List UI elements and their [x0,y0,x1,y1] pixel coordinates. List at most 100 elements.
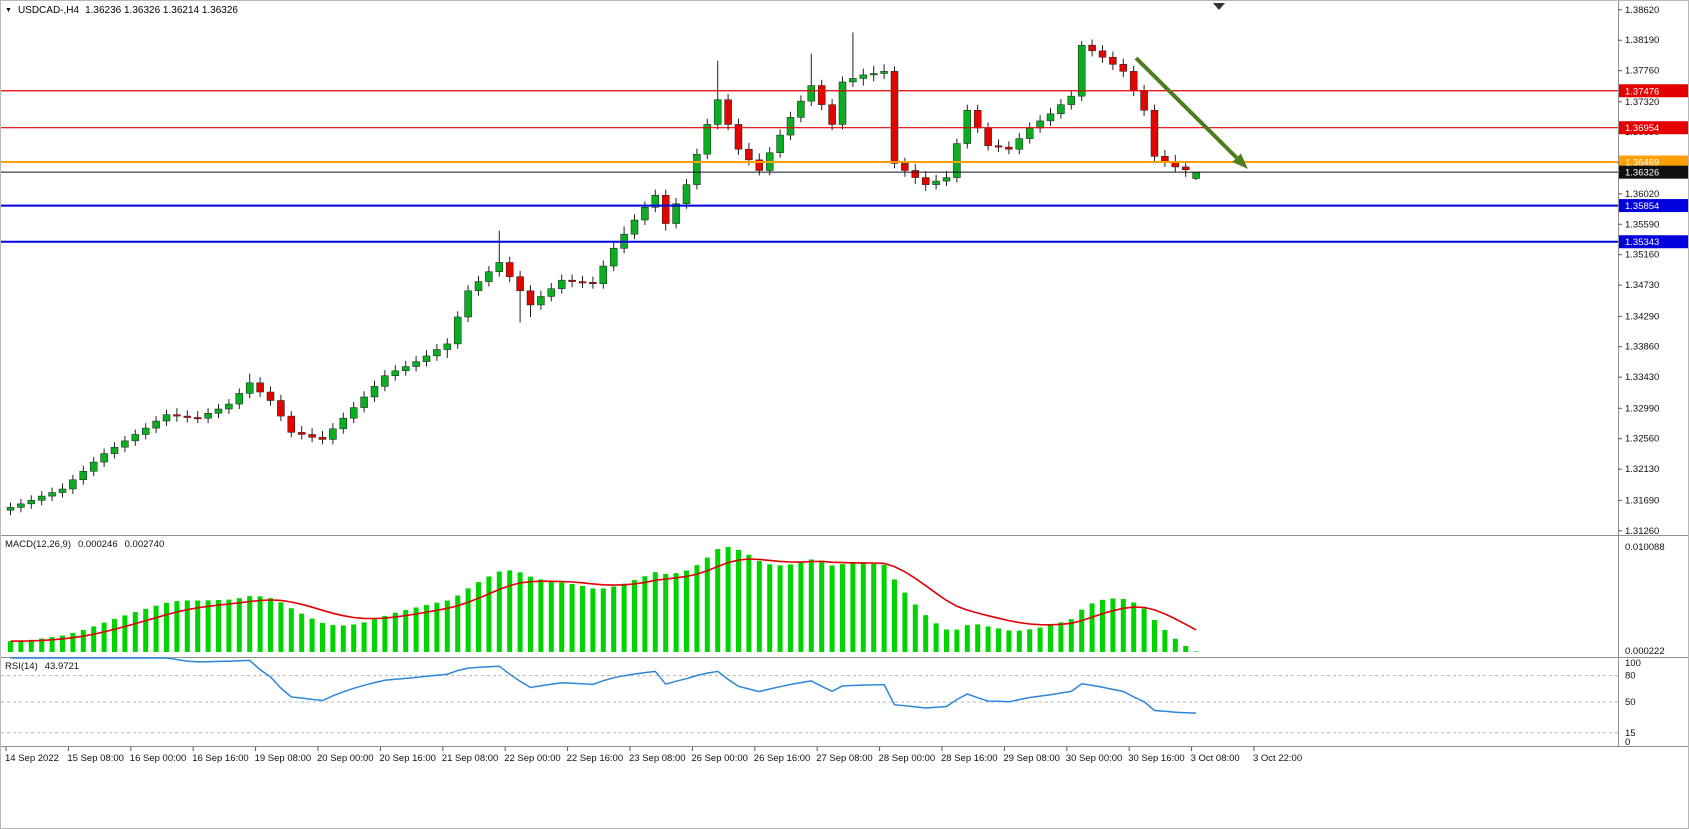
macd-histogram-bar [486,576,492,652]
candle [443,338,452,359]
macd-histogram-bar [80,629,86,652]
candle [963,104,972,149]
candle [79,465,88,485]
macd-histogram-bar [985,626,991,652]
candle [58,483,67,498]
macd-histogram-bar [444,600,450,652]
candle [942,171,951,187]
macd-histogram-bar [1068,619,1074,652]
price-badge[interactable] [1619,199,1689,213]
macd-histogram-bar [164,602,169,652]
macd-histogram-bar [996,628,1001,652]
macd-histogram-bar [455,595,461,652]
price-tick-label: 1.38190 [1625,35,1659,46]
macd-histogram-bar [195,600,201,652]
macd-histogram-bar [871,563,877,652]
macd-histogram-bar [1058,622,1064,652]
macd-histogram-bar [476,582,481,652]
time-label: 28 Sep 00:00 [879,753,936,764]
candle [1119,58,1128,78]
macd-histogram-bar [1089,603,1095,652]
macd-histogram-bar [1120,598,1126,652]
candle [953,138,961,183]
macd-histogram-bar [309,618,315,652]
candle [141,423,150,440]
candle [849,32,857,87]
candle [693,148,701,190]
price-tick-label: 1.35590 [1625,219,1659,230]
candle [713,60,722,130]
candle [339,412,348,434]
candle [911,164,920,184]
macd-histogram-bar [1006,630,1012,652]
rsi-value: 43.9721 [44,661,80,672]
macd-histogram-bar [1016,630,1022,652]
price-tick-label: 1.34730 [1625,280,1659,291]
hline-1.37476[interactable]: 1.37476 [1,84,1689,98]
price-badge[interactable] [1619,235,1689,249]
macd-signal-line [10,558,1197,642]
hline-1.36954[interactable]: 1.36954 [1,121,1689,135]
hline-1.35854[interactable]: 1.35854 [1,199,1689,213]
macd-histogram-bar [465,588,471,652]
macd-histogram-bar [569,583,575,652]
price-badge[interactable] [1619,155,1689,169]
macd-histogram-bar [548,581,554,652]
macd-histogram-bar [756,560,762,652]
candle [1015,132,1024,155]
macd-histogram-bar [777,565,783,652]
price-tick-label: 1.31260 [1625,526,1659,537]
candle [703,118,712,160]
rsi-name: RSI(14) [5,661,38,672]
candle [360,391,368,413]
hline-1.36469[interactable]: 1.36469 [1,155,1689,169]
candle [6,502,15,516]
price-badge-label: 1.36954 [1625,123,1659,134]
macd-histogram-bar [829,565,835,652]
macd-histogram-bar [694,565,700,652]
price-badge[interactable] [1619,84,1689,98]
macd-histogram-bar [517,572,523,652]
candle [89,457,98,477]
macd-value-main: 0.000246 [78,539,118,550]
candle [578,275,587,288]
candle [173,408,181,422]
candle [225,399,233,414]
macd-histogram-bar [382,615,388,652]
macd-histogram-bar [611,586,617,652]
macd-histogram-bar [28,639,34,652]
candle [308,428,316,443]
current-price-1.36326[interactable]: 1.36326 [1,165,1689,179]
macd-histogram-bar [964,625,970,652]
candle [1098,45,1107,63]
macd-histogram-bar [330,625,336,652]
candle [131,429,140,446]
price-badge[interactable] [1619,121,1689,135]
candle [682,178,691,209]
macd-histogram-bar [808,559,814,652]
chart-shift-marker[interactable] [1213,3,1225,10]
time-label: 27 Sep 08:00 [816,753,873,764]
candle [152,416,160,434]
symbol-dropdown-icon[interactable]: ▼ [5,6,12,14]
candle [37,491,46,506]
candle [828,98,836,131]
macd-histogram-bar [247,596,253,652]
macd-axis-min: 0.000222 [1625,646,1665,657]
trend-arrow[interactable] [1134,56,1248,169]
candle [807,53,816,107]
macd-histogram-bar [236,598,242,652]
price-badge-label: 1.36326 [1625,168,1659,179]
candle [100,448,108,468]
macd-histogram-bar [174,601,180,652]
candle [838,76,847,130]
rsi-level-label: 50 [1625,697,1636,708]
candle [547,283,556,302]
hline-1.35343[interactable]: 1.35343 [1,235,1689,249]
price-badge[interactable] [1619,165,1689,179]
macd-histogram-bar [288,608,294,652]
candle [214,404,223,419]
candle [880,64,888,80]
